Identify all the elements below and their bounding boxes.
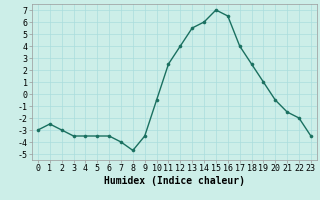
X-axis label: Humidex (Indice chaleur): Humidex (Indice chaleur) (104, 176, 245, 186)
